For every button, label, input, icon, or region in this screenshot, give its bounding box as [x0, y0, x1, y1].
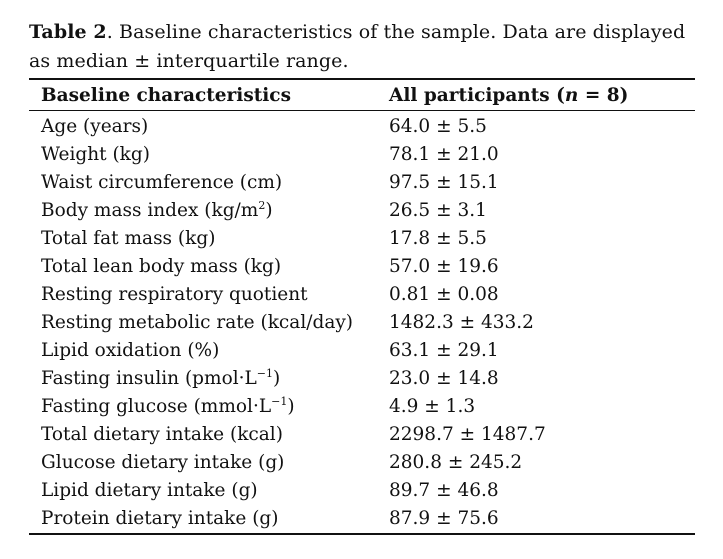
row-value: 4.9 ± 1.3 — [389, 396, 476, 417]
table-caption-text: . Baseline characteristics of the sample… — [29, 21, 686, 72]
row-characteristic: Lipid oxidation (%) — [29, 337, 389, 365]
row-value: 2298.7 ± 1487.7 — [389, 424, 546, 445]
row-characteristic: Resting respiratory quotient — [29, 281, 389, 309]
row-label: Waist circumference (cm) — [41, 172, 283, 193]
row-characteristic: Lipid dietary intake (g) — [29, 477, 389, 505]
table-row: Resting metabolic rate (kcal/day) 1482.3 … — [29, 309, 695, 337]
table-row: Weight (kg) 78.1 ± 21.0 — [29, 141, 695, 169]
table-row: Glucose dietary intake (g) 280.8 ± 245.2 — [29, 449, 695, 477]
row-characteristic: Glucose dietary intake (g) — [29, 449, 389, 477]
row-label: Fasting glucose (mmol·L — [41, 396, 272, 417]
row-characteristic: Total lean body mass (kg) — [29, 253, 389, 281]
row-label: Fasting insulin (pmol·L — [41, 368, 257, 389]
table-row: Total fat mass (kg) 17.8 ± 5.5 — [29, 225, 695, 253]
row-value: 26.5 ± 3.1 — [389, 200, 487, 221]
row-value: 0.81 ± 0.08 — [389, 284, 499, 305]
row-label-superscript: −1 — [256, 367, 274, 380]
row-label-suffix: ) — [265, 200, 273, 221]
table-row: Age (years) 64.0 ± 5.5 — [29, 113, 695, 141]
table-row: Resting respiratory quotient 0.81 ± 0.08 — [29, 281, 695, 309]
row-characteristic: Fasting glucose (mmol·L−1) — [29, 393, 389, 421]
row-value: 78.1 ± 21.0 — [389, 144, 499, 165]
row-characteristic: Age (years) — [29, 113, 389, 141]
row-value: 17.8 ± 5.5 — [389, 228, 487, 249]
table-row: Fasting insulin (pmol·L−1) 23.0 ± 14.8 — [29, 365, 695, 393]
header-all-participants: All participants (n = 8) — [389, 80, 695, 110]
row-value: 97.5 ± 15.1 — [389, 172, 499, 193]
row-label: Body mass index (kg/m — [41, 200, 259, 221]
table-header-row: Baseline characteristics All participant… — [29, 80, 695, 110]
row-value: 64.0 ± 5.5 — [389, 116, 487, 137]
row-characteristic: Protein dietary intake (g) — [29, 505, 389, 533]
row-label: Lipid dietary intake (g) — [41, 480, 258, 501]
row-value: 89.7 ± 46.8 — [389, 480, 499, 501]
row-value: 63.1 ± 29.1 — [389, 340, 499, 361]
row-characteristic: Fasting insulin (pmol·L−1) — [29, 365, 389, 393]
row-label: Lipid oxidation (%) — [41, 340, 220, 361]
row-label: Resting respiratory quotient — [41, 284, 308, 305]
table-body: Age (years) 64.0 ± 5.5 Weight (kg) 78.1 ± 2… — [29, 111, 695, 533]
row-value: 280.8 ± 245.2 — [389, 452, 523, 473]
row-characteristic: Weight (kg) — [29, 141, 389, 169]
table-row: Lipid dietary intake (g) 89.7 ± 46.8 — [29, 477, 695, 505]
table-row: Waist circumference (cm) 97.5 ± 15.1 — [29, 169, 695, 197]
row-characteristic: Resting metabolic rate (kcal/day) — [29, 309, 389, 337]
row-label-suffix: ) — [273, 368, 281, 389]
row-label: Age (years) — [41, 116, 149, 137]
table-bottom-rule — [29, 533, 695, 535]
row-characteristic: Body mass index (kg/m2) — [29, 197, 389, 225]
row-label-superscript: −1 — [271, 395, 288, 408]
header-characteristic: Baseline characteristics — [41, 85, 291, 106]
table-row: Protein dietary intake (g) 87.9 ± 75.6 — [29, 505, 695, 533]
row-value: 1482.3 ± 433.2 — [389, 312, 534, 333]
row-value: 57.0 ± 19.6 — [389, 256, 499, 277]
row-label: Glucose dietary intake (g) — [41, 452, 285, 473]
row-label: Weight (kg) — [41, 144, 150, 165]
table-row: Total lean body mass (kg) 57.0 ± 19.6 — [29, 253, 695, 281]
row-characteristic: Total fat mass (kg) — [29, 225, 389, 253]
row-label: Total dietary intake (kcal) — [41, 424, 283, 445]
row-value: 23.0 ± 14.8 — [389, 368, 499, 389]
header-value-suffix: = 8) — [578, 85, 629, 106]
row-characteristic: Total dietary intake (kcal) — [29, 421, 389, 449]
table-caption: Table 2. Baseline characteristics of the… — [29, 18, 699, 76]
table-caption-label: Table 2 — [29, 21, 107, 43]
row-label-suffix: ) — [287, 396, 295, 417]
table-row: Lipid oxidation (%) 63.1 ± 29.1 — [29, 337, 695, 365]
row-label: Total lean body mass (kg) — [41, 256, 282, 277]
table-top-rule — [29, 78, 695, 80]
header-value-prefix: All participants ( — [389, 85, 565, 106]
table-row: Fasting glucose (mmol·L−1) 4.9 ± 1.3 — [29, 393, 695, 421]
baseline-table: Baseline characteristics All participant… — [29, 78, 695, 535]
row-characteristic: Waist circumference (cm) — [29, 169, 389, 197]
table-row: Total dietary intake (kcal) 2298.7 ± 1487… — [29, 421, 695, 449]
row-label-superscript: 2 — [258, 199, 266, 212]
row-value: 87.9 ± 75.6 — [389, 508, 499, 529]
header-value-n: n — [564, 85, 579, 106]
table-row: Body mass index (kg/m2) 26.5 ± 3.1 — [29, 197, 695, 225]
row-label: Resting metabolic rate (kcal/day) — [41, 312, 354, 333]
table-header-rule — [29, 110, 695, 111]
row-label: Protein dietary intake (g) — [41, 508, 279, 529]
row-label: Total fat mass (kg) — [41, 228, 216, 249]
